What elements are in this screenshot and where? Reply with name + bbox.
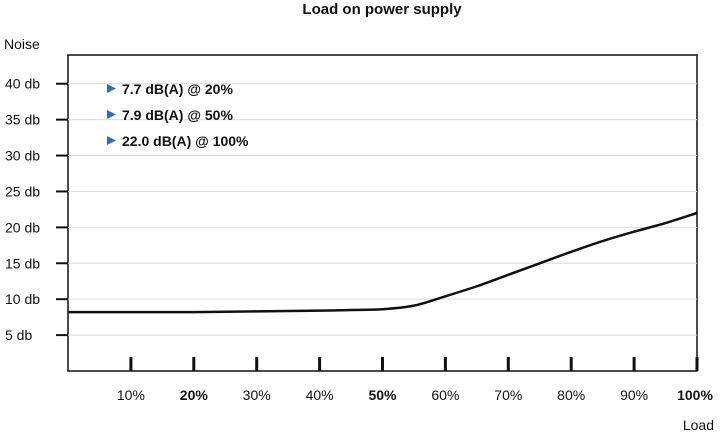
annotation-label: 7.9 dB(A) @ 50%: [122, 107, 233, 123]
x-tick-label: 20%: [180, 387, 209, 403]
x-axis: 10% 20% 30% 40% 50% 60% 70% 80% 90% 100%: [117, 357, 713, 403]
y-tick-label: 10 db: [5, 291, 40, 307]
y-tick-label: 35 db: [5, 112, 40, 128]
noise-line: [67, 211, 698, 314]
y-axis-title: Noise: [4, 36, 40, 52]
triangle-bullet-icon: [107, 110, 116, 119]
x-tick-label: 80%: [557, 387, 585, 403]
x-tick-label: 40%: [306, 387, 334, 403]
y-tick-label: 30 db: [5, 148, 40, 164]
x-tick-label: 10%: [117, 387, 145, 403]
series-group: [67, 211, 698, 314]
triangle-bullet-icon: [107, 136, 116, 145]
x-tick-label: 60%: [431, 387, 459, 403]
annotation-label: 7.7 dB(A) @ 20%: [122, 81, 233, 97]
y-axis: 5 db 10 db 15 db 20 db 25 db 30 db 35 db 40 db: [5, 76, 68, 343]
x-tick-label: 30%: [243, 387, 271, 403]
x-tick-label: 90%: [620, 387, 648, 403]
x-tick-label: 100%: [677, 387, 713, 403]
plot-frame: [67, 54, 698, 372]
y-tick-label: 15 db: [5, 255, 40, 271]
triangle-bullet-icon: [107, 84, 116, 93]
y-tick-label: 25 db: [5, 183, 40, 199]
x-tick-label: 50%: [368, 387, 397, 403]
y-tick-label: 5 db: [5, 327, 32, 343]
chart-title: Load on power supply: [302, 1, 462, 18]
x-axis-title: Load: [683, 417, 714, 432]
x-tick-label: 70%: [494, 387, 522, 403]
annotation-label: 22.0 dB(A) @ 100%: [122, 133, 249, 149]
annotations: 7.7 dB(A) @ 20% 7.9 dB(A) @ 50% 22.0 dB(A)…: [107, 81, 249, 149]
gridlines: [67, 54, 698, 372]
y-tick-label: 20 db: [5, 219, 40, 235]
y-tick-label: 40 db: [5, 76, 40, 92]
